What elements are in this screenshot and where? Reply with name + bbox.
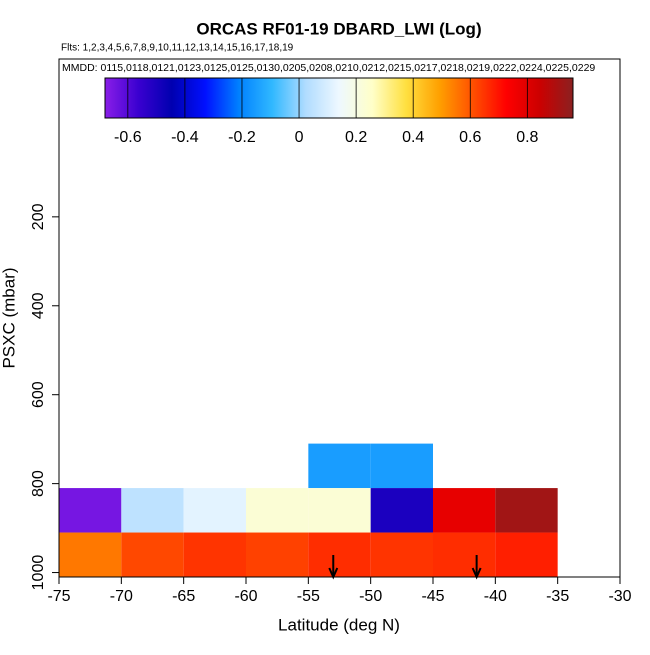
- heat-cell: [121, 532, 184, 577]
- x-tick-label: -40: [484, 588, 507, 605]
- heat-cell: [308, 532, 371, 577]
- colorbar-tick-label: -0.4: [171, 129, 199, 146]
- heat-cell: [308, 488, 371, 533]
- x-tick-label: -60: [234, 588, 257, 605]
- heat-cell: [183, 488, 246, 533]
- colorbar-tick-label: 0.8: [516, 129, 538, 146]
- heat-cell: [370, 532, 433, 577]
- heat-cell: [433, 488, 496, 533]
- y-axis-label: PSXC (mbar): [0, 267, 18, 368]
- colorbar: [104, 77, 574, 119]
- x-tick-label: -30: [608, 588, 631, 605]
- heat-cell: [59, 488, 122, 533]
- y-tick-label: 1000: [30, 555, 47, 591]
- colorbar-tick-label: 0: [295, 129, 304, 146]
- heat-cell: [308, 443, 371, 489]
- colorbar-tick-label: -0.6: [114, 129, 142, 146]
- x-tick-label: -35: [546, 588, 569, 605]
- x-tick-label: -45: [421, 588, 444, 605]
- y-tick-label: 800: [30, 470, 47, 497]
- x-axis-label: Latitude (deg N): [278, 615, 400, 634]
- colorbar-tick-label: 0.2: [345, 129, 367, 146]
- y-tick-label: 600: [30, 381, 47, 408]
- heat-cell: [183, 532, 246, 577]
- heat-cell: [246, 532, 309, 577]
- heat-cell: [59, 532, 122, 577]
- y-tick-label: 400: [30, 292, 47, 319]
- y-tick-label: 200: [30, 203, 47, 230]
- colorbar-tick-label: -0.2: [228, 129, 256, 146]
- chart-title: ORCAS RF01-19 DBARD_LWI (Log): [196, 19, 481, 38]
- heat-cell: [121, 488, 184, 533]
- heat-cell: [495, 532, 558, 577]
- heat-cell: [495, 488, 558, 533]
- colorbar-tick-label: 0.6: [459, 129, 481, 146]
- heat-cell: [370, 488, 433, 533]
- x-tick-label: -65: [172, 588, 195, 605]
- x-tick-label: -70: [110, 588, 133, 605]
- x-tick-label: -50: [359, 588, 382, 605]
- subtitle: Flts: 1,2,3,4,5,6,7,8,9,10,11,12,13,14,1…: [61, 43, 294, 54]
- colorbar-tick-label: 0.4: [402, 129, 424, 146]
- heat-cell: [433, 532, 496, 577]
- heat-cell: [246, 488, 309, 533]
- x-tick-label: -75: [47, 588, 70, 605]
- heat-cell: [370, 443, 433, 489]
- annotation: MMDD: 0115,0118,0121,0123,0125,0125,0130…: [62, 62, 595, 74]
- x-tick-label: -55: [297, 588, 320, 605]
